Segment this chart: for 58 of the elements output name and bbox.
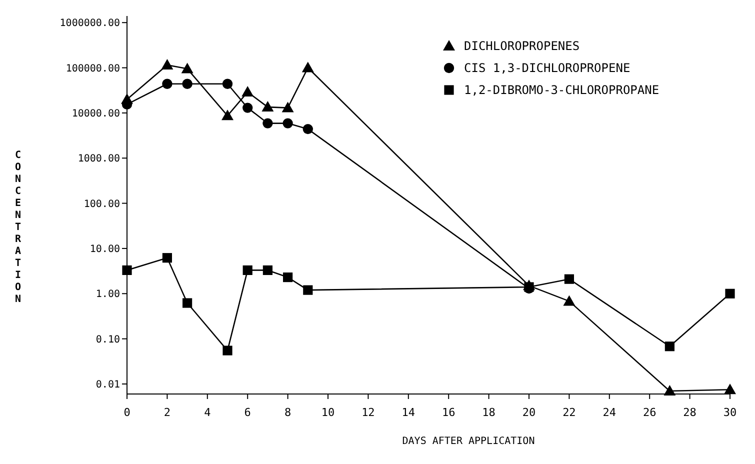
y-tick-label: 10000.00 bbox=[72, 108, 120, 120]
x-tick-label: 8 bbox=[284, 406, 292, 419]
point bbox=[162, 78, 172, 89]
text: CONCENTRATION bbox=[14, 150, 22, 305]
point bbox=[182, 298, 192, 308]
point bbox=[182, 78, 192, 89]
legend-label: CIS 1,3-DICHLOROPROPENE bbox=[464, 61, 630, 76]
y-tick-label: 1.00 bbox=[96, 289, 120, 300]
x-tick-label: 20 bbox=[522, 406, 536, 419]
point bbox=[242, 265, 252, 276]
y-tick-label: 10.00 bbox=[90, 244, 120, 255]
point bbox=[564, 274, 574, 284]
point bbox=[282, 118, 293, 128]
x-tick-label: 10 bbox=[321, 406, 335, 419]
point bbox=[161, 59, 174, 70]
y-tick-label: 1000.00 bbox=[78, 154, 120, 165]
x-tick-label: 16 bbox=[442, 406, 456, 419]
point bbox=[222, 78, 233, 89]
point bbox=[222, 346, 232, 356]
point bbox=[282, 102, 294, 112]
point bbox=[181, 62, 194, 74]
point bbox=[724, 384, 736, 394]
y-tick-label: 100000.00 bbox=[66, 63, 120, 74]
x-tick-label: 6 bbox=[244, 406, 251, 419]
legend-label: 1,2-DIBROMO-3-CHLOROPROPANE bbox=[464, 83, 660, 98]
point bbox=[122, 265, 132, 276]
x-tick-label: 24 bbox=[602, 406, 616, 419]
y-tick-label: 0.01 bbox=[96, 379, 120, 390]
point bbox=[262, 101, 274, 112]
point bbox=[664, 342, 674, 352]
y-tick-label: 0.10 bbox=[96, 334, 120, 346]
point bbox=[242, 102, 253, 113]
point bbox=[563, 295, 576, 306]
x-tick-label: 4 bbox=[204, 406, 212, 419]
point bbox=[222, 110, 234, 120]
x-tick-label: 18 bbox=[482, 406, 496, 419]
x-tick-label: 22 bbox=[562, 406, 576, 419]
point bbox=[262, 118, 273, 128]
point bbox=[302, 62, 314, 72]
x-tick-label: 26 bbox=[642, 406, 656, 419]
y-tick-label: 100.00 bbox=[84, 198, 120, 210]
x-tick-label: 14 bbox=[402, 406, 416, 419]
point bbox=[242, 86, 254, 97]
point bbox=[303, 285, 313, 295]
point bbox=[302, 124, 313, 134]
point bbox=[262, 265, 272, 276]
x-tick-label: 28 bbox=[683, 406, 696, 419]
point bbox=[283, 272, 293, 282]
x-axis-title: DAYS AFTER APPLICATION bbox=[402, 436, 535, 447]
x-tick-label: 0 bbox=[124, 406, 130, 419]
point bbox=[664, 384, 676, 396]
point bbox=[162, 253, 172, 263]
legend-label: DICHLOROPROPENES bbox=[464, 39, 580, 54]
x-tick-label: 12 bbox=[362, 406, 375, 419]
y-tick-label: 1000000.00 bbox=[60, 18, 120, 30]
x-tick-label: 30 bbox=[723, 406, 737, 419]
x-tick-label: 2 bbox=[164, 406, 171, 419]
point bbox=[725, 288, 735, 298]
